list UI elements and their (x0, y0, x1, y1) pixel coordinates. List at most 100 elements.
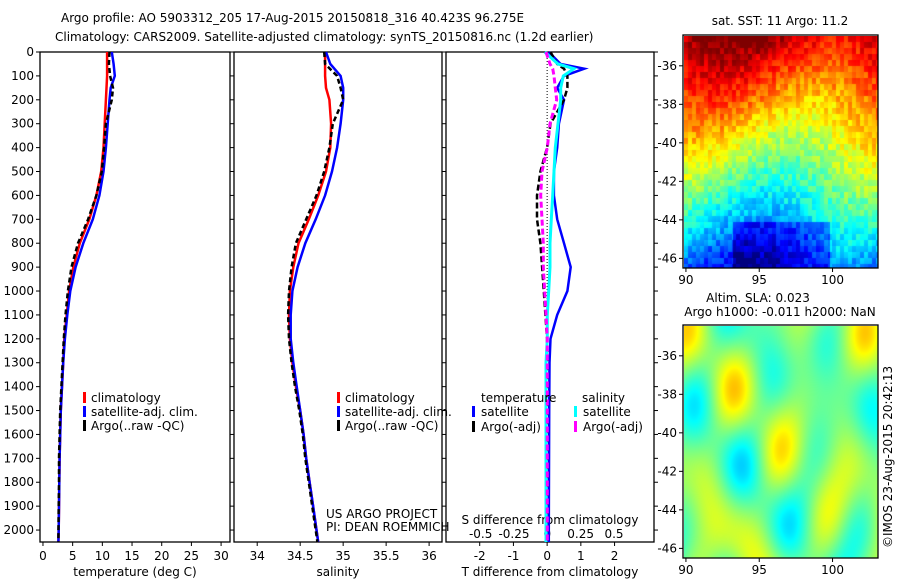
y-tick-label: 1300 (3, 356, 34, 370)
map-y-tick-label: -36 (657, 59, 677, 73)
y-tick-label: 300 (11, 117, 34, 131)
legend-header-salinity: salinity (582, 391, 625, 405)
y-tick-label: 1000 (3, 284, 34, 298)
x-tick-label: 15 (124, 549, 139, 563)
map-x-tick-label: 90 (678, 273, 693, 287)
series-satellite-adj-clim- (289, 51, 345, 543)
x-tick-label: 2 (611, 549, 619, 563)
legend-swatch (574, 421, 577, 432)
legend-label: climatology (345, 391, 415, 405)
map-y-tick-label: -42 (657, 174, 677, 188)
map-y-tick-label: -38 (657, 387, 677, 401)
legend-swatch (83, 392, 86, 403)
x-tick-label: 35 (336, 549, 351, 563)
x-tick-label: 0 (543, 549, 551, 563)
map-x-tick-label: 95 (752, 563, 767, 577)
x-tick-label: -1 (507, 549, 519, 563)
annotation-project: US ARGO PROJECT (326, 507, 438, 521)
chart-layer: 0100200300400500600700800900100011001200… (3, 14, 879, 579)
legend-swatch (337, 420, 340, 431)
salinity-profile-frame (233, 51, 443, 543)
series-temperature-satellite (547, 51, 589, 542)
x-tick-label: 0 (39, 549, 47, 563)
y-tick-label: 1400 (3, 380, 34, 394)
y-tick-label: 200 (11, 93, 34, 107)
x-tick-label: -2 (474, 549, 486, 563)
title-line-2: Climatology: CARS2009. Satellite-adjuste… (55, 30, 593, 44)
legend-label: satellite-adj. clim. (345, 405, 452, 419)
y-tick-label: 1600 (3, 427, 34, 441)
legend-label: satellite-adj. clim. (91, 405, 198, 419)
series-argo-raw-qc- (286, 51, 345, 543)
y-tick-label: 1700 (3, 451, 34, 465)
map-y-tick-label: -46 (657, 541, 677, 555)
map-y-tick-label: -40 (657, 426, 677, 440)
y-tick-label: 1200 (3, 332, 34, 346)
legend-swatch (472, 421, 475, 432)
map-y-tick-label: -38 (657, 97, 677, 111)
s-tick-label: -0.5 (469, 527, 492, 541)
sst-map-title: sat. SST: 11 Argo: 11.2 (712, 14, 849, 28)
legend-label: climatology (91, 391, 161, 405)
y-tick-label: 100 (11, 69, 34, 83)
map-y-tick-label: -40 (657, 136, 677, 150)
x-tick-label: 35.5 (373, 549, 400, 563)
x-axis-label: salinity (316, 565, 359, 579)
title-line-1: Argo profile: AO 5903312_205 17-Aug-2015… (61, 11, 524, 25)
legend-swatch (337, 406, 340, 417)
legend-label: Argo(..raw -QC) (91, 419, 184, 433)
map-y-tick-label: -36 (657, 349, 677, 363)
y-tick-label: 0 (26, 45, 34, 59)
legend-label: Argo(-adj) (481, 420, 541, 434)
y-tick-label: 400 (11, 141, 34, 155)
x-tick-label: 25 (184, 549, 199, 563)
s-tick-label: 0.5 (604, 527, 623, 541)
y-tick-label: 700 (11, 212, 34, 226)
y-tick-label: 800 (11, 236, 34, 250)
map-x-tick-label: 100 (821, 273, 844, 287)
credit-text: ©IMOS 23-Aug-2015 20:42:13 (881, 366, 895, 548)
legend-label: satellite (583, 405, 631, 419)
y-tick-label: 1500 (3, 404, 34, 418)
s-tick-label: -0.25 (498, 527, 529, 541)
y-tick-label: 1800 (3, 475, 34, 489)
y-tick-label: 900 (11, 260, 34, 274)
y-tick-label: 500 (11, 165, 34, 179)
x-axis-label: T difference from climatology (461, 565, 639, 579)
sst-heatmap (684, 36, 878, 268)
legend-header-temperature: temperature (481, 391, 556, 405)
series-argo-raw-qc- (57, 51, 115, 542)
x-tick-label: 34.5 (287, 549, 314, 563)
sla-map-title-1: Altim. SLA: 0.023 (706, 291, 810, 305)
sla-map-title-2: Argo h1000: -0.011 h2000: NaN (684, 305, 876, 319)
map-y-tick-label: -44 (657, 213, 677, 227)
legend-label: satellite (481, 405, 529, 419)
series-salinity-argo-adj- (539, 51, 559, 542)
s-tick-label: 0.25 (567, 527, 594, 541)
x-tick-label: 36 (421, 549, 436, 563)
legend-label: Argo(..raw -QC) (345, 419, 438, 433)
series-climatology (287, 52, 333, 543)
map-x-tick-label: 100 (821, 563, 844, 577)
sla-heatmap (684, 326, 878, 558)
legend-swatch (574, 406, 577, 417)
map-x-tick-label: 95 (752, 273, 767, 287)
x-tick-label: 34 (250, 549, 265, 563)
annotation-pi: PI: DEAN ROEMMICH (326, 520, 449, 534)
sst-map-frame (682, 34, 879, 269)
sla-map-frame (682, 324, 879, 559)
x-tick-label: 20 (154, 549, 169, 563)
map-y-tick-label: -46 (657, 251, 677, 265)
x-tick-label: 30 (213, 549, 228, 563)
legend-label: Argo(-adj) (583, 420, 643, 434)
map-y-tick-label: -44 (657, 503, 677, 517)
map-y-tick-label: -42 (657, 464, 677, 478)
x-tick-label: 5 (69, 549, 77, 563)
map-x-tick-label: 90 (678, 563, 693, 577)
x-tick-label: 10 (95, 549, 110, 563)
legend-swatch (472, 406, 475, 417)
temperature-profile-frame (39, 51, 231, 543)
x-axis-label: temperature (deg C) (73, 565, 196, 579)
x-tick-label: 1 (577, 549, 585, 563)
